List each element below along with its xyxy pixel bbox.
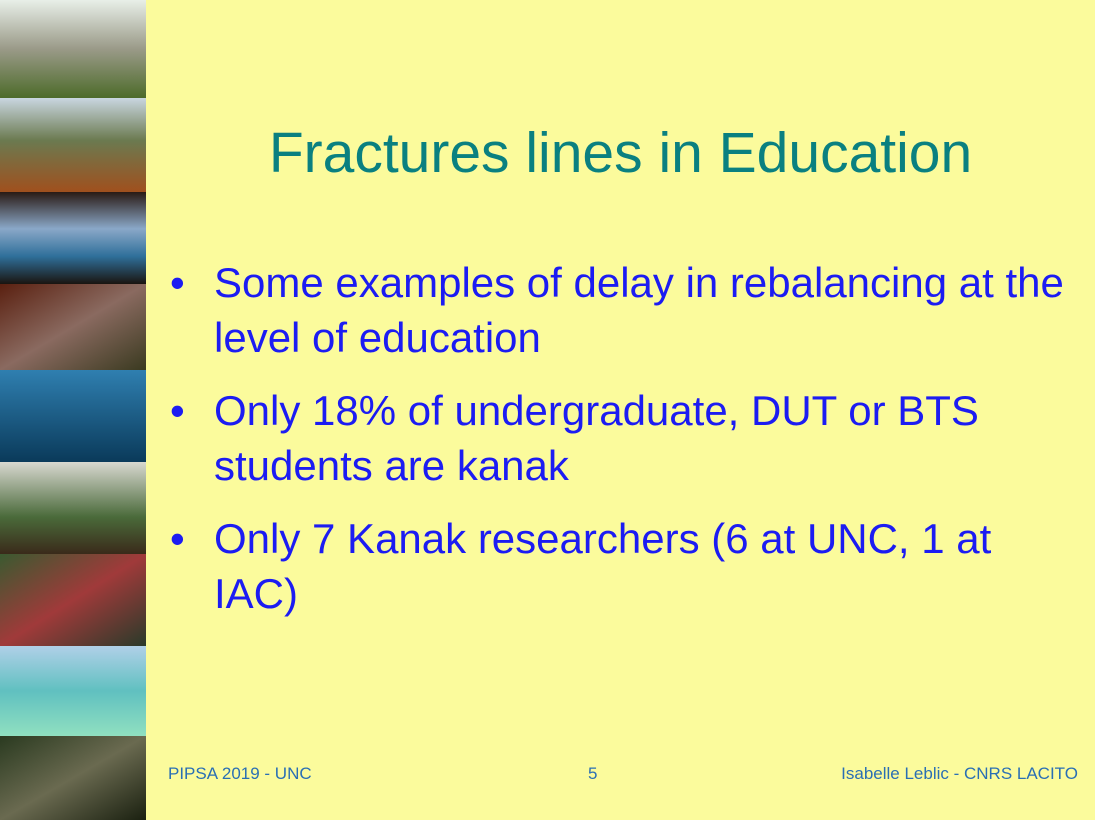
footer-left: PIPSA 2019 - UNC [168,764,312,784]
bullet: Some examples of delay in rebalancing at… [170,255,1075,365]
bullet: Only 7 Kanak researchers (6 at UNC, 1 at… [170,511,1075,621]
slide: Fractures lines in Education Some exampl… [0,0,1095,820]
slide-title: Fractures lines in Education [146,118,1095,188]
photo-strip [0,0,146,820]
bullet-list: Some examples of delay in rebalancing at… [170,255,1075,639]
bullet: Only 18% of undergraduate, DUT or BTS st… [170,383,1075,493]
page-number: 5 [588,764,597,784]
footer-right: Isabelle Leblic - CNRS LACITO [841,764,1078,784]
